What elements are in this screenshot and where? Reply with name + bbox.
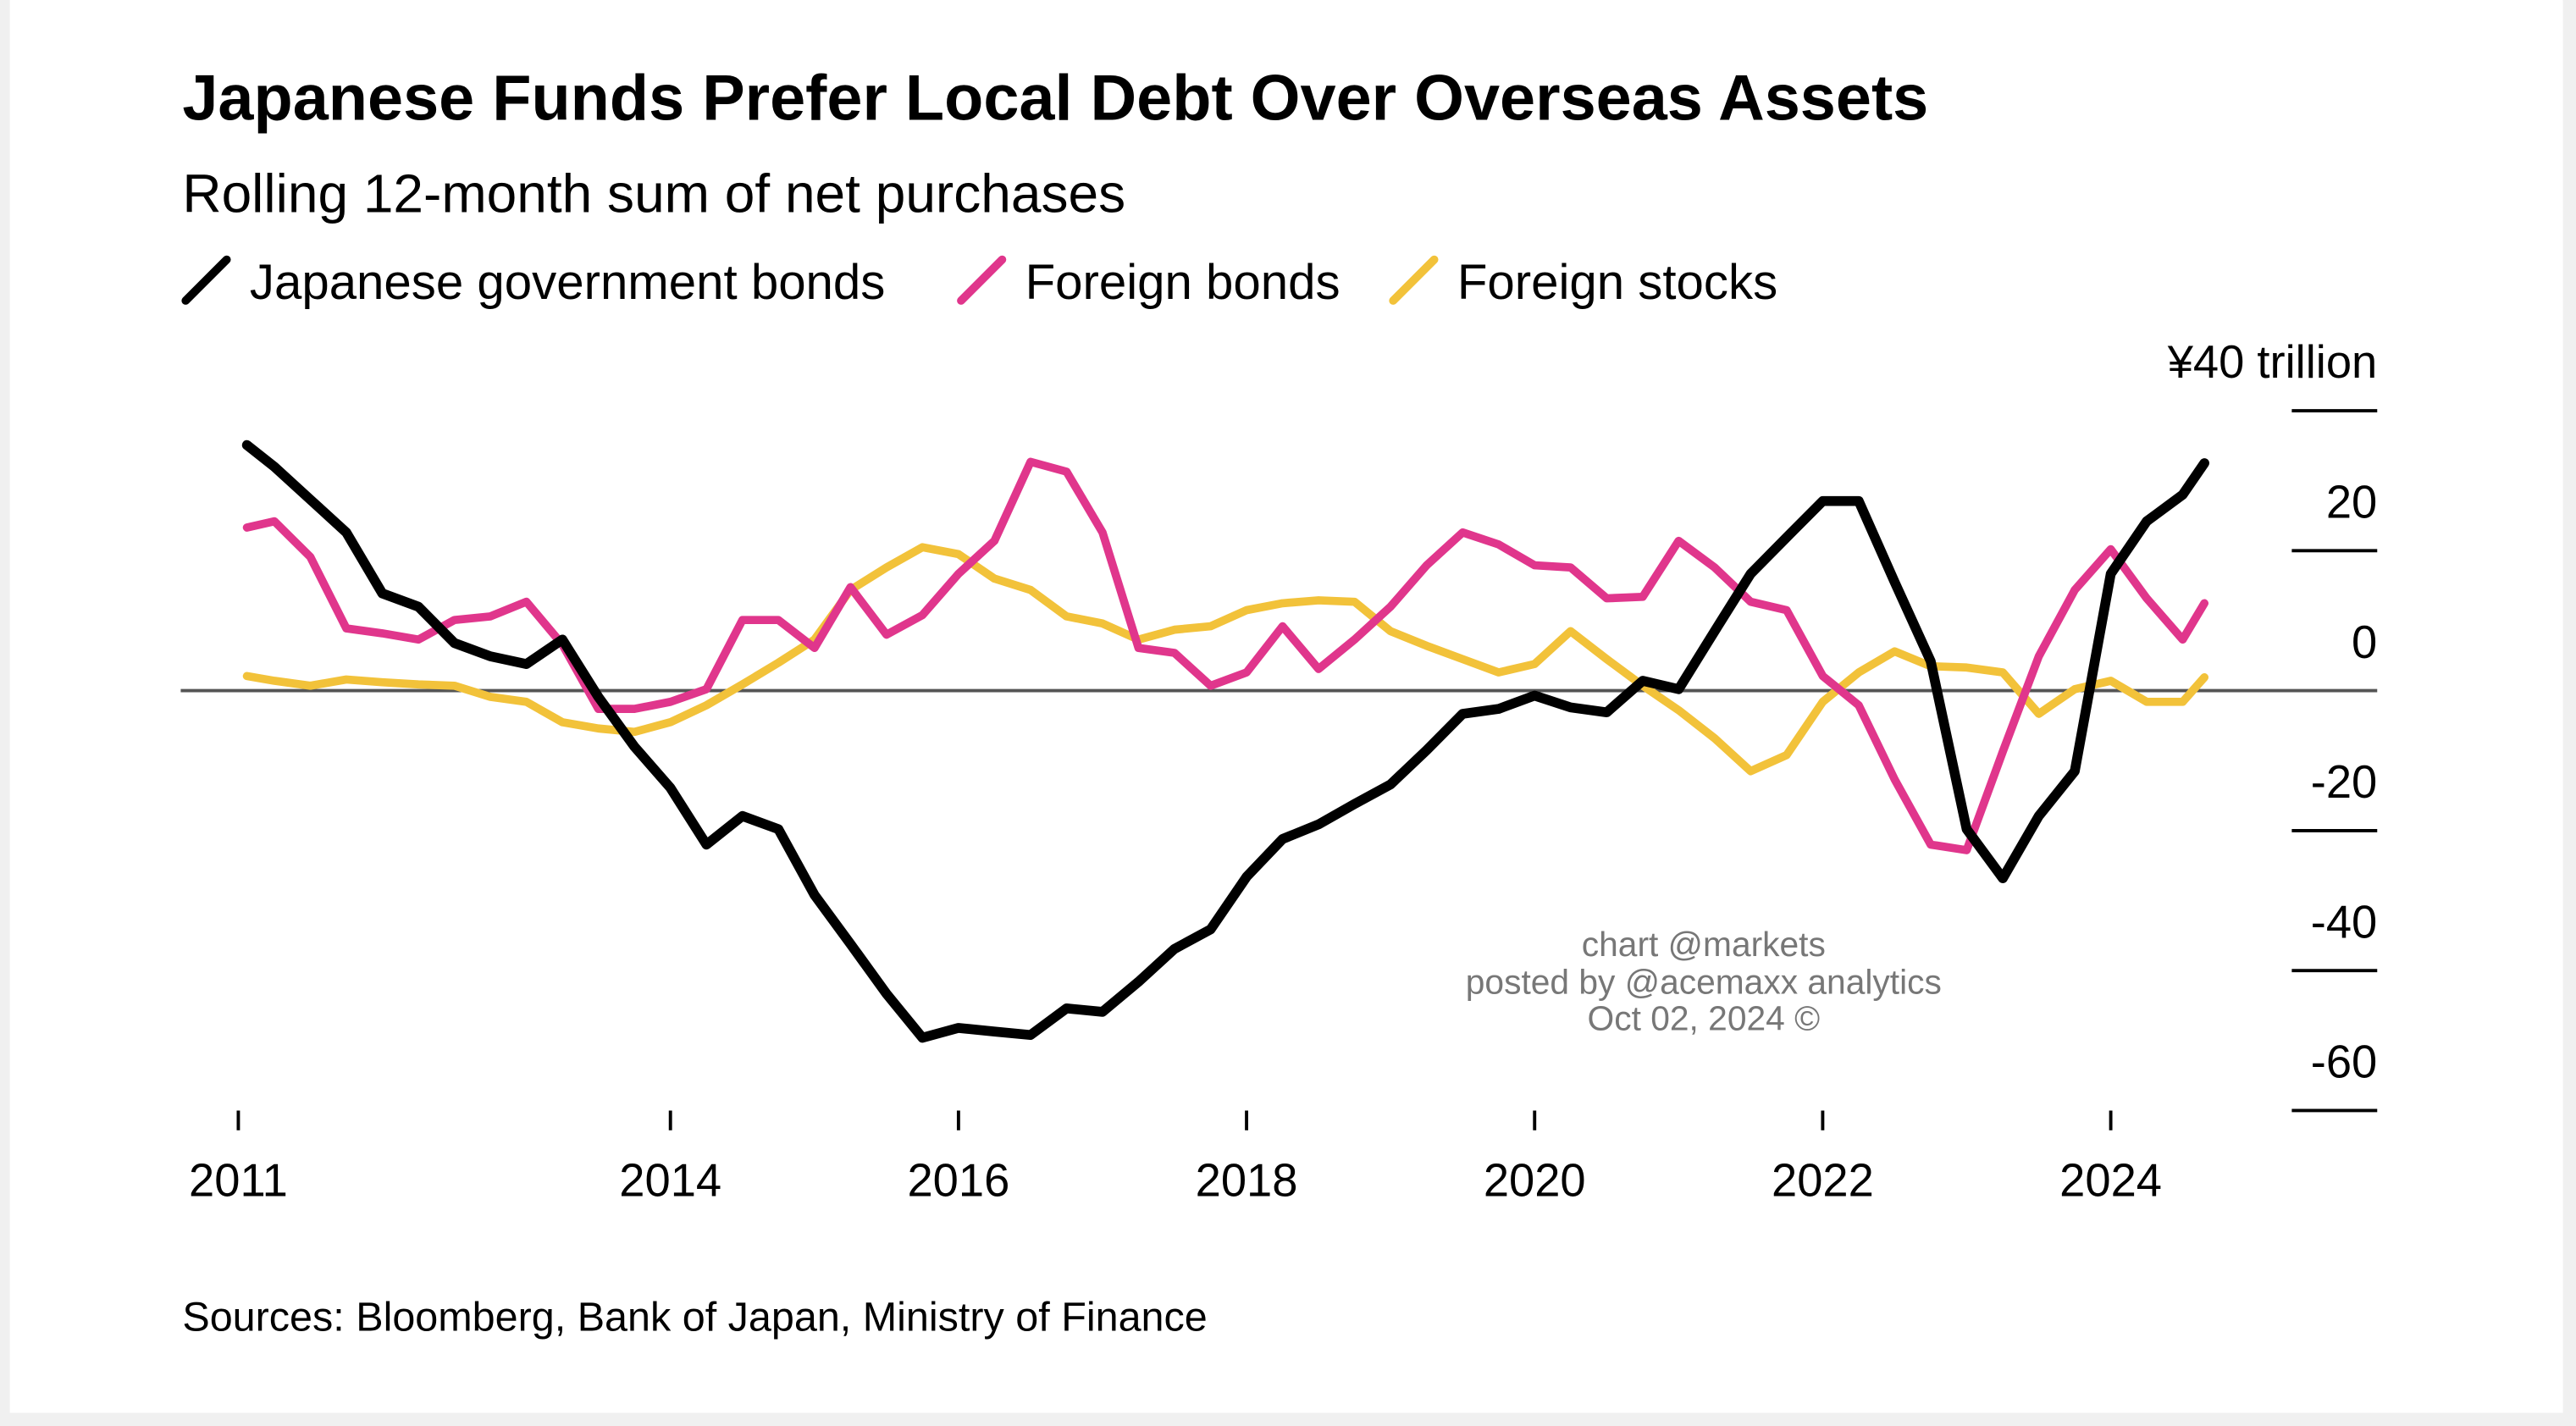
- legend-swatch: [181, 255, 231, 305]
- series-line: [241, 439, 2209, 1043]
- y-tick-label: 20: [2326, 477, 2377, 528]
- chart-subtitle: Rolling 12-month sum of net purchases: [182, 163, 1125, 224]
- legend-swatch: [957, 255, 1007, 305]
- x-tick-label: 2011: [189, 1154, 288, 1206]
- x-tick-label: 2018: [1196, 1154, 1298, 1206]
- chart-title: Japanese Funds Prefer Local Debt Over Ov…: [182, 64, 1928, 135]
- watermark: chart @markets: [1582, 925, 1826, 964]
- y-tick-label: ¥40 trillion: [2167, 336, 2378, 388]
- series-line: [242, 543, 2209, 776]
- legend-label: Japanese government bonds: [250, 255, 885, 310]
- watermark: Oct 02, 2024 ©: [1588, 998, 1821, 1037]
- x-tick-label: 2024: [2059, 1154, 2162, 1206]
- x-tick-label: 2014: [619, 1154, 721, 1206]
- legend-label: Foreign stocks: [1457, 255, 1777, 310]
- background: [9, 0, 2563, 1413]
- source: Sources: Bloomberg, Bank of Japan, Minis…: [182, 1294, 1207, 1340]
- y-tick-label: -40: [2311, 896, 2378, 948]
- legend-swatch: [1389, 255, 1439, 305]
- y-tick-label: 0: [2352, 616, 2377, 668]
- x-tick-label: 2016: [907, 1154, 1009, 1206]
- x-tick-label: 2022: [1772, 1154, 1874, 1206]
- y-tick-label: -60: [2311, 1036, 2378, 1088]
- x-tick-label: 2020: [1484, 1154, 1586, 1206]
- y-tick-label: -20: [2311, 756, 2378, 808]
- legend-label: Foreign bonds: [1025, 255, 1341, 310]
- watermark: posted by @acemaxx analytics: [1466, 963, 1942, 1002]
